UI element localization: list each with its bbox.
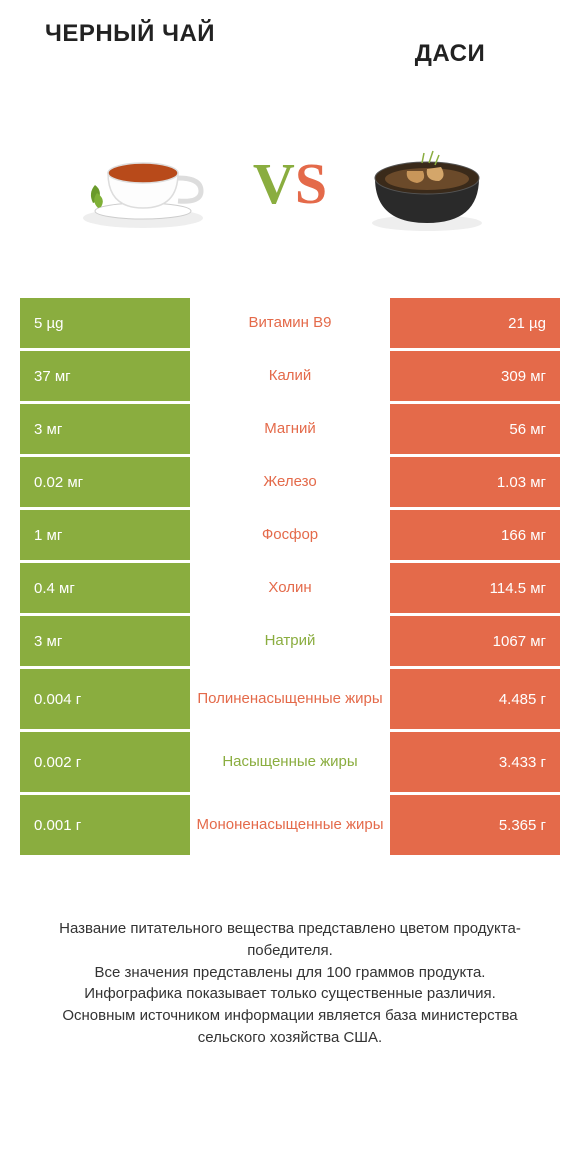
table-row: 3 мгНатрий1067 мг bbox=[20, 616, 560, 666]
dashi-bowl-icon bbox=[342, 118, 512, 248]
footer-line: Инфографика показывает только существенн… bbox=[30, 983, 550, 1005]
cell-left-value: 3 мг bbox=[20, 404, 190, 454]
table-row: 5 µgВитамин B921 µg bbox=[20, 298, 560, 348]
cell-mid-label: Калий bbox=[190, 351, 390, 401]
cell-right-value: 21 µg bbox=[390, 298, 560, 348]
cell-right-value: 3.433 г bbox=[390, 732, 560, 792]
table-row: 3 мгМагний56 мг bbox=[20, 404, 560, 454]
footer-line: Основным источником информации является … bbox=[30, 1005, 550, 1049]
table-row: 0.4 мгХолин114.5 мг bbox=[20, 563, 560, 613]
table-row: 1 мгФосфор166 мг bbox=[20, 510, 560, 560]
cell-mid-label: Полиненасыщенные жиры bbox=[190, 669, 390, 729]
cell-right-value: 1067 мг bbox=[390, 616, 560, 666]
cell-left-value: 5 µg bbox=[20, 298, 190, 348]
cell-left-value: 0.004 г bbox=[20, 669, 190, 729]
table-row: 0.001 гМононенасыщенные жиры5.365 г bbox=[20, 795, 560, 855]
cell-mid-label: Холин bbox=[190, 563, 390, 613]
cell-right-value: 56 мг bbox=[390, 404, 560, 454]
cell-right-value: 114.5 мг bbox=[390, 563, 560, 613]
table-row: 37 мгКалий309 мг bbox=[20, 351, 560, 401]
cell-mid-label: Магний bbox=[190, 404, 390, 454]
title-left: ЧЕРНЫЙ ЧАЙ bbox=[40, 20, 220, 68]
cell-right-value: 1.03 мг bbox=[390, 457, 560, 507]
table-row: 0.004 гПолиненасыщенные жиры4.485 г bbox=[20, 669, 560, 729]
footer-note: Название питательного вещества представл… bbox=[0, 858, 580, 1069]
cell-mid-label: Натрий bbox=[190, 616, 390, 666]
cell-mid-label: Витамин B9 bbox=[190, 298, 390, 348]
cell-left-value: 3 мг bbox=[20, 616, 190, 666]
header: ЧЕРНЫЙ ЧАЙ ДАСИ bbox=[0, 0, 580, 78]
vs-v: V bbox=[253, 151, 295, 216]
table-row: 0.02 мгЖелезо1.03 мг bbox=[20, 457, 560, 507]
cell-left-value: 0.001 г bbox=[20, 795, 190, 855]
cell-right-value: 309 мг bbox=[390, 351, 560, 401]
cell-mid-label: Фосфор bbox=[190, 510, 390, 560]
cell-right-value: 166 мг bbox=[390, 510, 560, 560]
comparison-table: 5 µgВитамин B921 µg37 мгКалий309 мг3 мгМ… bbox=[0, 298, 580, 855]
footer-line: Все значения представлены для 100 граммо… bbox=[30, 962, 550, 984]
cell-right-value: 5.365 г bbox=[390, 795, 560, 855]
cell-mid-label: Мононенасыщенные жиры bbox=[190, 795, 390, 855]
vs-label: VS bbox=[253, 150, 327, 217]
cell-right-value: 4.485 г bbox=[390, 669, 560, 729]
cell-left-value: 1 мг bbox=[20, 510, 190, 560]
title-right: ДАСИ bbox=[360, 40, 540, 68]
vs-s: S bbox=[295, 151, 327, 216]
table-row: 0.002 гНасыщенные жиры3.433 г bbox=[20, 732, 560, 792]
cell-mid-label: Насыщенные жиры bbox=[190, 732, 390, 792]
vs-section: VS bbox=[0, 78, 580, 298]
cell-left-value: 37 мг bbox=[20, 351, 190, 401]
cell-mid-label: Железо bbox=[190, 457, 390, 507]
cell-left-value: 0.02 мг bbox=[20, 457, 190, 507]
footer-line: Название питательного вещества представл… bbox=[30, 918, 550, 962]
tea-cup-icon bbox=[68, 118, 238, 248]
cell-left-value: 0.4 мг bbox=[20, 563, 190, 613]
cell-left-value: 0.002 г bbox=[20, 732, 190, 792]
